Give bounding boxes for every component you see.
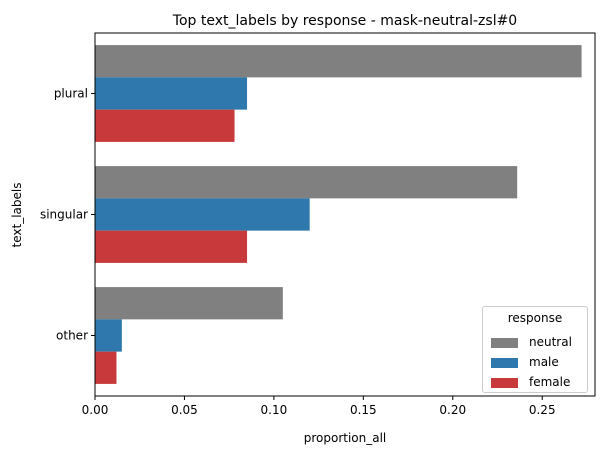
bar-other-neutral [95,287,283,320]
x-tick-label: 0.15 [350,403,377,417]
x-tick-label: 0.05 [171,403,198,417]
x-axis-label: proportion_all [304,431,387,445]
bar-plural-male [95,77,248,110]
x-axis-ticks: 0.00 0.05 0.10 0.15 0.20 0.25 [82,396,556,417]
x-tick-label: 0.20 [439,403,466,417]
legend-label: female [529,375,571,389]
chart-title: Top text_labels by response - mask-neutr… [172,13,517,29]
bar-singular-male [95,198,310,231]
legend-label: neutral [529,335,572,349]
bar-singular-female [95,230,248,263]
bars-group [95,45,582,384]
x-tick-label: 0.00 [82,403,109,417]
legend-swatch [491,338,518,348]
plot-frame [94,32,596,397]
bar-other-female [95,351,117,384]
bar-singular-neutral [95,166,518,199]
x-tick-label: 0.10 [261,403,288,417]
bar-plural-neutral [95,45,582,78]
bar-plural-female [95,109,235,142]
legend-title: response [507,311,563,325]
y-tick-label-plural: plural [54,87,88,101]
legend-label: male [529,355,559,369]
legend-swatch [491,358,518,368]
y-axis-ticks: plural singular other [40,87,95,343]
y-axis-label: text_labels [10,183,24,248]
y-tick-label-singular: singular [40,208,88,222]
y-tick-label-other: other [56,329,88,343]
legend: response neutral male female [482,306,588,393]
bar-other-male [95,319,122,352]
legend-swatch [491,378,518,388]
x-tick-label: 0.25 [529,403,556,417]
